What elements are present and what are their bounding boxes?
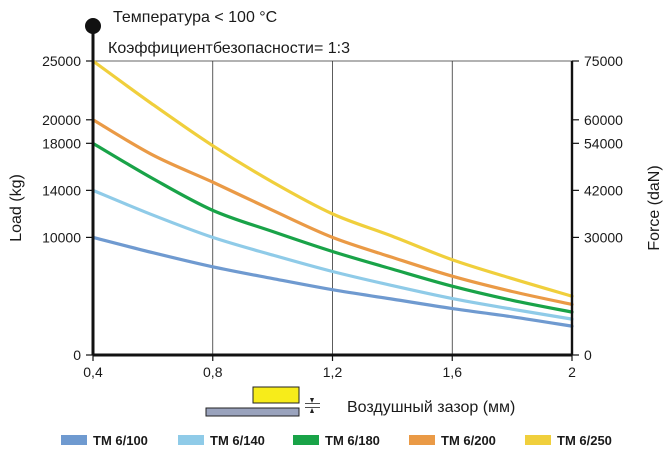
magnet-block [252,386,300,404]
x-tick-label: 1,2 [323,364,343,380]
axes [86,30,579,361]
y2-tick-label: 75000 [584,53,623,69]
legend-swatch [525,435,551,445]
y2-tick-label: 60000 [584,112,623,128]
y-axis-title: Load (kg) [8,174,25,242]
y2-tick-label: 42000 [584,182,623,198]
series-line-tm-6-100 [91,235,574,328]
series-line-tm-6-200 [91,118,574,307]
series-line-tm-6-140 [91,188,574,321]
series-line-tm-6-180 [91,141,574,314]
legend-label: TM 6/140 [210,433,265,448]
y2-tick-label: 30000 [584,229,623,245]
curves [91,59,574,328]
legend-swatch [409,435,435,445]
air-gap-diagram [205,386,320,417]
legend-label: TM 6/100 [93,433,148,448]
legend-swatch [61,435,87,445]
x-tick-label: 1,6 [443,364,463,380]
legend-swatch [178,435,204,445]
y-tick-label: 10000 [42,229,81,245]
y-tick-label: 14000 [42,182,81,198]
air-gap-label: Воздушный зазор (мм) [347,399,515,416]
y-tick-label: 20000 [42,112,81,128]
tick-labels: 0 10000 14000 18000 20000 25000 0 30000 42000 540… [42,53,623,380]
gap-arrow-down [310,398,314,403]
y-tick-label: 0 [73,347,81,363]
legend-swatch [293,435,319,445]
legend-label: TM 6/200 [441,433,496,448]
annotation-temperature: Температура < 100 °C [113,9,277,26]
legend-label: TM 6/250 [557,433,612,448]
gap-arrow-up [310,408,314,413]
y-tick-label: 25000 [42,53,81,69]
y2-tick-label: 54000 [584,135,623,151]
x-tick-label: 0,8 [203,364,223,380]
legend-label: TM 6/180 [325,433,380,448]
x-tick-label: 2 [568,364,576,380]
legend: TM 6/100 TM 6/140 TM 6/180 TM 6/200 TM 6/250 [61,433,612,448]
annotation-safety-factor: Коэффициентбезопасности= 1:3 [108,40,350,57]
x-tick-label: 0,4 [83,364,103,380]
plate-block [205,407,300,417]
y2-axis-title: Force (daN) [646,165,663,250]
y2-tick-label: 0 [584,347,592,363]
series-line-tm-6-250 [91,59,574,298]
origin-dot [85,18,101,34]
grid [93,60,572,355]
y-tick-label: 18000 [42,135,81,151]
